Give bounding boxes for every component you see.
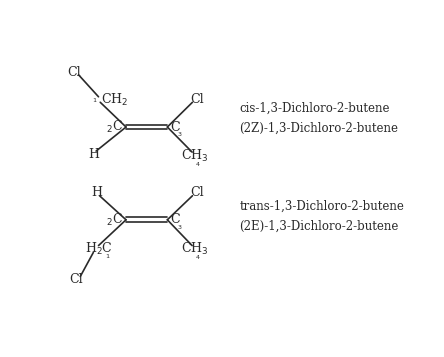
Text: H: H — [88, 148, 99, 161]
Text: H$_2$C: H$_2$C — [85, 241, 112, 257]
Text: $_2$C: $_2$C — [107, 212, 123, 228]
Text: $_3$: $_3$ — [177, 223, 182, 232]
Text: CH$_3$: CH$_3$ — [181, 147, 209, 164]
Text: cis-1,3-Dichloro-2-butene: cis-1,3-Dichloro-2-butene — [240, 102, 390, 115]
Text: (2Z)-1,3-Dichloro-2-butene: (2Z)-1,3-Dichloro-2-butene — [240, 122, 399, 135]
Text: $_1$: $_1$ — [91, 96, 97, 105]
Text: $_4$: $_4$ — [195, 253, 201, 262]
Text: $_3$: $_3$ — [177, 130, 182, 139]
Text: $_4$: $_4$ — [195, 160, 201, 169]
Text: Cl: Cl — [69, 273, 83, 286]
Text: C: C — [170, 213, 180, 226]
Text: CH$_3$: CH$_3$ — [181, 241, 209, 257]
Text: CH$_2$: CH$_2$ — [101, 91, 128, 107]
Text: $_1$: $_1$ — [105, 252, 111, 261]
Text: Cl: Cl — [190, 186, 203, 199]
Text: trans-1,3-Dichloro-2-butene: trans-1,3-Dichloro-2-butene — [240, 200, 404, 212]
Text: C: C — [170, 121, 180, 134]
Text: Cl: Cl — [67, 66, 81, 79]
Text: Cl: Cl — [190, 93, 203, 106]
Text: (2E)-1,3-Dichloro-2-butene: (2E)-1,3-Dichloro-2-butene — [240, 220, 399, 233]
Text: H: H — [91, 186, 102, 199]
Text: $_2$C: $_2$C — [107, 119, 123, 135]
